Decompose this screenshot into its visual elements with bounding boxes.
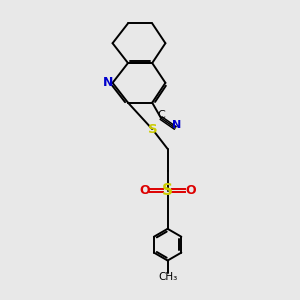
Text: C: C <box>157 110 165 120</box>
Text: CH₃: CH₃ <box>158 272 177 282</box>
Text: S: S <box>162 183 173 198</box>
Text: N: N <box>172 120 182 130</box>
Text: S: S <box>148 123 158 136</box>
Text: O: O <box>139 184 150 197</box>
Text: O: O <box>186 184 196 197</box>
Text: N: N <box>103 76 113 89</box>
